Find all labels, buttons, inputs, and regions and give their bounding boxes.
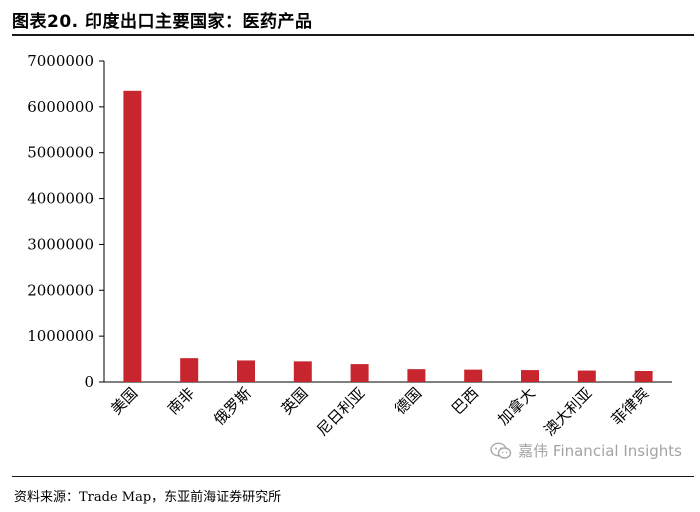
y-tick-label: 6000000 [27, 98, 94, 116]
x-tick-label: 巴西 [448, 384, 482, 418]
wechat-icon [490, 442, 512, 459]
chart-title: 图表20. 印度出口主要国家：医药产品 [12, 11, 313, 32]
x-tick-label: 菲律宾 [608, 384, 653, 429]
bar [634, 370, 653, 382]
bar [237, 360, 255, 382]
x-tick-label: 南非 [164, 384, 198, 418]
y-tick-label: 0 [84, 373, 94, 391]
y-tick-label: 3000000 [27, 235, 94, 253]
x-tick-label: 澳大利亚 [540, 384, 595, 439]
bar [577, 370, 596, 382]
y-tick-label: 4000000 [27, 190, 94, 208]
y-tick-label: 2000000 [27, 281, 94, 299]
x-tick-label: 德国 [391, 384, 425, 418]
bar [293, 361, 312, 382]
x-tick-label: 美国 [107, 384, 141, 418]
y-tick-label: 1000000 [27, 327, 94, 345]
bar [180, 358, 199, 382]
source-note: 资料来源：Trade Map，东亚前海证券研究所 [14, 490, 282, 505]
footer-divider [12, 476, 694, 477]
bar [123, 90, 142, 383]
x-tick-label: 俄罗斯 [210, 384, 255, 429]
x-tick-label: 加拿大 [494, 384, 539, 429]
bar [350, 364, 369, 382]
y-tick-label: 7000000 [27, 52, 94, 70]
x-tick-label: 尼日利亚 [313, 384, 368, 439]
y-tick-label: 5000000 [27, 144, 94, 162]
title-bar: 图表20. 印度出口主要国家：医药产品 [12, 4, 694, 36]
bar [407, 369, 426, 382]
watermark: 嘉伟 Financial Insights [490, 440, 682, 461]
x-tick-label: 英国 [278, 384, 312, 418]
watermark-text: 嘉伟 Financial Insights [518, 442, 682, 460]
bar [464, 369, 483, 382]
bar [521, 370, 539, 382]
bar-chart: 0 1000000 2000000 3000000 4000000 5000000 6000… [27, 52, 672, 439]
